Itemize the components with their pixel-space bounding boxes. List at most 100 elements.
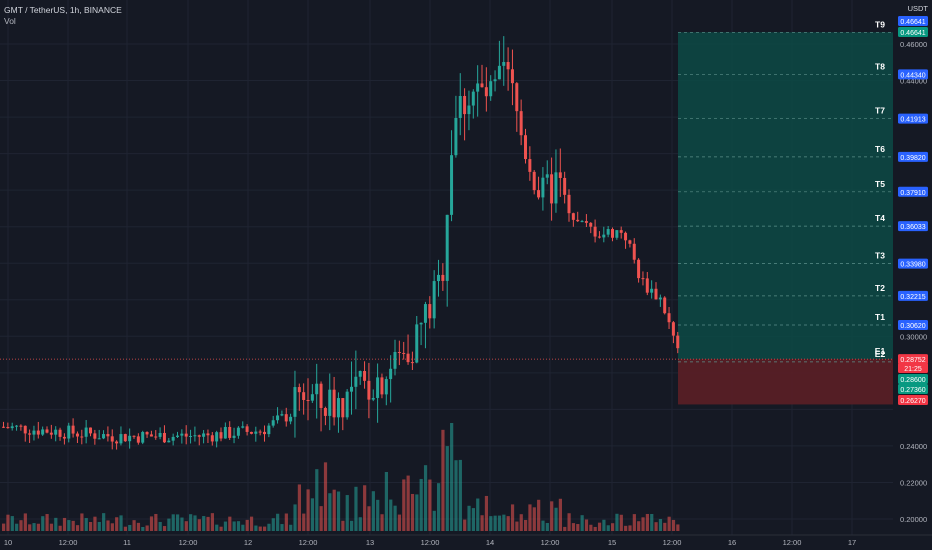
- candle-body: [384, 379, 388, 395]
- candle-body: [297, 387, 301, 393]
- volume-indicator-label[interactable]: Vol: [4, 16, 16, 26]
- volume-bar: [480, 515, 484, 531]
- volume-bar: [550, 501, 554, 531]
- time-axis[interactable]: 10 12:00 11 12:00 12 12:00 13 12:00 14 12:00 15 12:…: [0, 534, 932, 547]
- candle-body: [563, 177, 567, 195]
- candle-body: [345, 391, 349, 418]
- price-axis[interactable]: 0.46000 0.44000 0.30000 0.24000 0.22000 0.200…: [893, 0, 932, 550]
- volume-bar: [6, 514, 10, 531]
- candle-body: [654, 288, 658, 300]
- candle-body: [550, 174, 554, 204]
- symbol-title[interactable]: GMT / TetherUS, 1h, BINANCE: [4, 5, 122, 15]
- volume-bar: [615, 513, 619, 531]
- candle-body: [502, 62, 506, 66]
- candle-body: [323, 407, 327, 416]
- volume-bar: [106, 520, 110, 531]
- volume-bar: [202, 516, 206, 531]
- volume-bar: [471, 508, 475, 531]
- volume-bar: [54, 517, 58, 531]
- volume-bar: [328, 493, 332, 531]
- volume-bar: [458, 459, 462, 531]
- candle-body: [249, 431, 253, 434]
- time-tick: 10: [4, 538, 12, 547]
- candle-body: [515, 83, 519, 112]
- candle-body: [263, 431, 266, 435]
- price-badge: 0.32215: [898, 290, 928, 301]
- target-label-t2: T2: [875, 283, 885, 293]
- target-label-e2: E2: [875, 349, 886, 359]
- candle-body: [49, 432, 53, 435]
- price-tick: 0.30000: [900, 332, 927, 341]
- volume-bar: [232, 521, 236, 531]
- target-label-t5: T5: [875, 179, 885, 189]
- volume-bar: [93, 516, 97, 531]
- volume-bar: [580, 515, 584, 531]
- volume-bar: [567, 513, 571, 531]
- candle-body: [41, 429, 45, 435]
- candle-body: [54, 429, 58, 435]
- volume-bar: [437, 483, 441, 531]
- volume-bar: [215, 524, 219, 531]
- candle-body: [519, 111, 523, 136]
- volume-bar: [280, 524, 284, 531]
- candle-body: [376, 377, 380, 398]
- candle-body: [641, 278, 645, 280]
- time-tick: 15: [608, 538, 616, 547]
- volume-bar: [10, 516, 14, 531]
- candle-body: [319, 383, 323, 408]
- volume-bar: [358, 517, 362, 531]
- volume-bar: [502, 514, 506, 531]
- svg-text:21:25: 21:25: [904, 366, 922, 373]
- volume-bar: [528, 504, 532, 531]
- candle-body: [149, 434, 153, 437]
- price-badge: 0.30620: [898, 319, 928, 330]
- svg-text:0.32215: 0.32215: [900, 294, 925, 301]
- svg-text:0.28752: 0.28752: [900, 357, 925, 364]
- candle-body: [576, 219, 580, 222]
- volume-bar: [380, 514, 384, 531]
- volume-bar: [406, 475, 410, 531]
- volume-bar: [658, 519, 663, 531]
- volume-bar: [80, 513, 84, 531]
- svg-text:0.27360: 0.27360: [900, 387, 925, 394]
- time-tick: 12:00: [783, 538, 802, 547]
- price-badge: 0.36033: [898, 221, 928, 232]
- volume-bar: [606, 525, 610, 531]
- volume-bar: [597, 522, 602, 531]
- volume-bar: [393, 505, 397, 531]
- price-badge: 0.33980: [898, 258, 928, 269]
- volume-bar: [171, 514, 175, 531]
- volume-bar: [476, 498, 480, 531]
- volume-bar: [654, 522, 658, 531]
- candle-body: [23, 425, 27, 434]
- candle-body: [589, 222, 593, 227]
- volume-bar: [102, 513, 106, 531]
- volume-bar: [515, 521, 519, 531]
- volume-bar: [628, 525, 632, 531]
- volume-bar: [671, 519, 676, 531]
- time-tick: 13: [366, 538, 374, 547]
- volume-bar: [258, 526, 262, 531]
- volume-bar: [141, 526, 145, 531]
- candle-body: [645, 278, 649, 293]
- candle-body: [397, 352, 401, 354]
- volume-bar: [650, 513, 654, 531]
- target-label-t4: T4: [875, 213, 885, 223]
- candle-body: [141, 432, 145, 443]
- candle-body: [419, 322, 423, 325]
- currency-label[interactable]: USDT: [907, 4, 928, 13]
- candle-body: [402, 352, 406, 354]
- candle-body: [371, 397, 375, 400]
- candle-body: [336, 398, 340, 418]
- volume-bar: [75, 525, 80, 531]
- candle-body: [145, 432, 149, 435]
- volume-bar: [293, 504, 297, 531]
- candle-body: [289, 416, 293, 422]
- volume-bar: [210, 513, 214, 531]
- candle-body: [136, 436, 140, 443]
- volume-bar: [397, 514, 402, 531]
- candle-body: [284, 414, 288, 422]
- volume-bar: [271, 518, 275, 531]
